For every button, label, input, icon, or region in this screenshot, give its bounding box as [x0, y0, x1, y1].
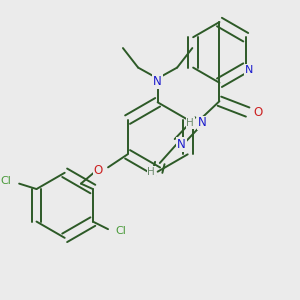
- Text: N: N: [177, 138, 186, 151]
- Text: N: N: [153, 75, 162, 88]
- Text: O: O: [94, 164, 103, 177]
- Text: N: N: [198, 116, 206, 129]
- Text: H: H: [186, 118, 194, 128]
- Text: O: O: [254, 106, 263, 118]
- Text: H: H: [147, 167, 155, 177]
- Text: N: N: [245, 65, 253, 75]
- Text: Cl: Cl: [1, 176, 12, 186]
- Text: Cl: Cl: [116, 226, 127, 236]
